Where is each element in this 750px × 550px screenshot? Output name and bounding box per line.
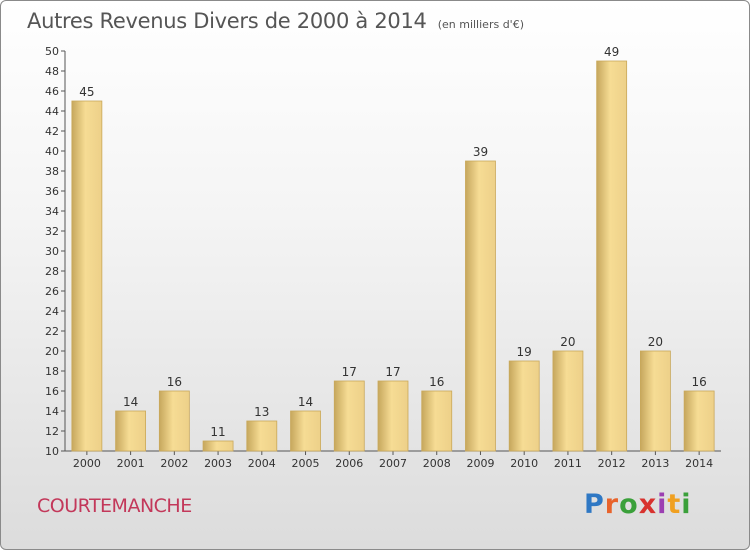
axes: 10 12 14 16 18 20 22 24 26 28 30 32 34 36 38 40 42 44 46 48… (45, 45, 721, 470)
bar-2002 (158, 390, 190, 452)
bar-2004 (246, 420, 278, 452)
x-tick-label-2001: 2001 (117, 457, 145, 470)
x-tick-label-2011: 2011 (554, 457, 582, 470)
x-tick-label-2012: 2012 (598, 457, 626, 470)
bar-2010 (508, 360, 540, 452)
bar-2013 (640, 350, 671, 452)
y-tick-label: 18 (45, 365, 59, 378)
chart-title-block: Autres Revenus Divers de 2000 à 2014 (en… (27, 9, 524, 33)
y-tick-label: 30 (45, 245, 59, 258)
data-label-2009: 39 (473, 145, 488, 159)
bar-2007 (377, 380, 409, 452)
y-tick-label: 24 (45, 305, 59, 318)
logo-letter: i (657, 489, 668, 520)
y-tick-label: 12 (45, 425, 59, 438)
y-tick-label: 20 (45, 345, 59, 358)
x-tick-label-2000: 2000 (73, 457, 101, 470)
bar-2011 (552, 350, 584, 452)
y-tick-label: 42 (45, 125, 59, 138)
y-tick-label: 32 (45, 225, 59, 238)
y-tick-label: 38 (45, 165, 59, 178)
logo-letter: t (667, 489, 682, 520)
bar-2005 (290, 410, 321, 452)
logo-letter: i (681, 489, 692, 520)
bar-2000 (71, 100, 103, 452)
chart-title: Autres Revenus Divers de 2000 à 2014 (27, 9, 427, 33)
x-tick-label-2006: 2006 (335, 457, 363, 470)
bar-2009 (465, 160, 496, 452)
x-tick-label-2009: 2009 (466, 457, 494, 470)
x-tick-label-2003: 2003 (204, 457, 232, 470)
bar-2006 (333, 380, 365, 452)
x-tick-label-2010: 2010 (510, 457, 538, 470)
y-tick-label: 16 (45, 385, 59, 398)
y-tick-label: 36 (45, 185, 59, 198)
bar-2001 (115, 410, 146, 452)
y-tick-label: 22 (45, 325, 59, 338)
data-label-2000: 45 (79, 85, 94, 99)
logo-letter: x (638, 489, 658, 520)
y-tick-label: 14 (45, 405, 59, 418)
x-tick-label-2013: 2013 (641, 457, 669, 470)
data-label-2004: 13 (254, 405, 269, 419)
data-label-2008: 16 (429, 375, 444, 389)
x-tick-label-2004: 2004 (248, 457, 276, 470)
chart-unit-subtitle: (en milliers d'€) (437, 18, 524, 31)
data-label-2012: 49 (604, 45, 619, 59)
data-label-2010: 19 (517, 345, 532, 359)
x-tick-label-2005: 2005 (292, 457, 320, 470)
y-tick-label: 26 (45, 285, 59, 298)
data-label-2003: 11 (210, 425, 225, 439)
y-tick-label: 46 (45, 85, 59, 98)
data-label-2001: 14 (123, 395, 138, 409)
y-tick-label: 34 (45, 205, 59, 218)
data-label-2007: 17 (385, 365, 400, 379)
x-tick-label-2007: 2007 (379, 457, 407, 470)
y-tick-label: 10 (45, 445, 59, 458)
logo-letter: o (619, 489, 639, 520)
y-tick-label: 50 (45, 45, 59, 58)
data-label-2014: 16 (691, 375, 706, 389)
logo-letter: r (604, 489, 620, 520)
data-label-2002: 16 (167, 375, 182, 389)
city-name: COURTEMANCHE (37, 495, 192, 517)
data-label-2011: 20 (560, 335, 575, 349)
data-labels-group: 45 14 16 11 13 14 17 17 16 39 19 20 49 20 16 (79, 45, 707, 439)
data-label-2013: 20 (648, 335, 663, 349)
bar-2003 (202, 440, 234, 452)
y-tick-label: 40 (45, 145, 59, 158)
x-tick-label-2002: 2002 (160, 457, 188, 470)
bar-2014 (683, 390, 715, 452)
data-label-2005: 14 (298, 395, 313, 409)
logo-letter: P (584, 489, 605, 520)
bar-2008 (421, 390, 453, 452)
bars-group (71, 60, 715, 452)
y-tick-label: 48 (45, 65, 59, 78)
proxiti-logo[interactable]: Proxiti (584, 489, 692, 520)
data-label-2006: 17 (342, 365, 357, 379)
x-tick-label-2014: 2014 (685, 457, 713, 470)
y-tick-label: 28 (45, 265, 59, 278)
x-tick-label-2008: 2008 (423, 457, 451, 470)
y-tick-label: 44 (45, 105, 59, 118)
bar-2012 (596, 60, 628, 452)
